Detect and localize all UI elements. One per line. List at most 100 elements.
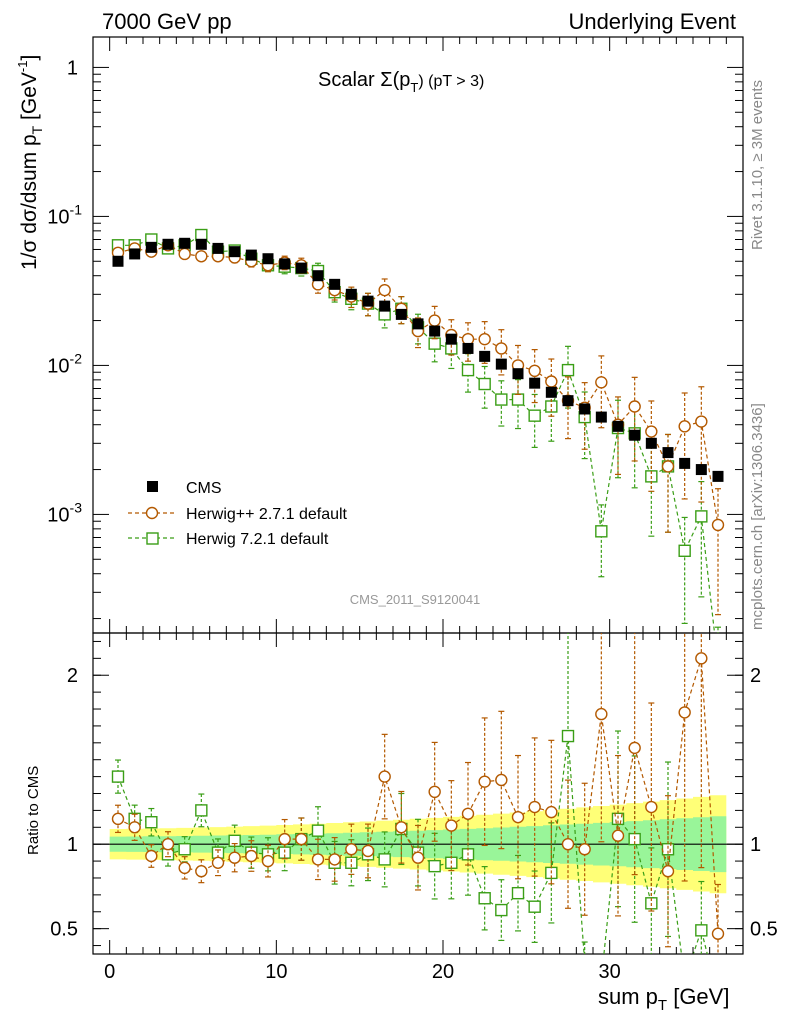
x-tick-label: 20 (432, 961, 454, 983)
herwigpp-ratio-point (261, 854, 275, 868)
herwigpp-ratio-point (711, 927, 725, 940)
herwig7-main-point (561, 363, 575, 377)
cms-main-point (195, 238, 207, 250)
plot-title-tail: ) (pT > 3) (418, 73, 484, 90)
herwigpp-ratio-point (495, 773, 508, 787)
herwig7-main-point (595, 525, 608, 538)
herwig7-ratio-point (528, 900, 541, 913)
axes-layer: 0 10 20 30 1 10-1 10-2 10-3 2 2 1 1 0.5 0.5 (47, 37, 778, 983)
herwig7-ratio-point (311, 824, 325, 837)
cms-main-point (395, 308, 407, 320)
cms-main-point (129, 248, 141, 260)
legend-entry-herwigpp: Herwig++ 2.7.1 default (128, 506, 348, 523)
herwigpp-ratio-point (245, 849, 258, 863)
cms-main-point (579, 403, 591, 415)
herwigpp-ratio-point (378, 770, 391, 783)
herwigpp-ratio-point (361, 844, 375, 858)
herwigpp-main-point (178, 247, 191, 261)
legend: CMS Herwig++ 2.7.1 default Herwig 7.2.1 … (128, 480, 348, 548)
cms-main-point (562, 395, 574, 407)
plot-title-sub: T (410, 80, 418, 95)
cms-main-point (445, 333, 457, 345)
herwigpp-main-point (528, 364, 541, 378)
ratio-tick-label-right: 2 (750, 665, 761, 687)
herwigpp-ratio-point (228, 851, 241, 864)
legend-marker-herwigpp (145, 506, 159, 520)
herwigpp-ratio-point (211, 856, 225, 869)
herwigpp-ratio-point (411, 851, 425, 864)
herwigpp-main-point (545, 375, 558, 388)
herwigpp-ratio-point (478, 775, 491, 788)
herwigpp-main-point (678, 420, 691, 433)
herwig7-main-point (528, 409, 541, 422)
herwigpp-main-point (695, 415, 708, 428)
herwigpp-ratio-point (178, 861, 191, 875)
cms-main-point (329, 278, 341, 290)
herwigpp-ratio-point (395, 821, 408, 834)
herwig7-main-point (495, 393, 508, 406)
cms-main-point (545, 386, 557, 398)
y-main-tick-label: 10-1 (47, 201, 82, 228)
cms-main-point (145, 241, 157, 253)
herwig7-ratio-point (579, 957, 590, 968)
herwigpp-ratio-point (311, 853, 325, 866)
cms-main-point (345, 288, 357, 300)
herwigpp-ratio-point (195, 865, 208, 878)
cms-main-point (312, 270, 324, 282)
ratio-tick-label-right: 1 (750, 834, 761, 856)
herwig7-main-point (678, 544, 691, 557)
cms-main-point (162, 238, 174, 250)
cms-main-point (429, 325, 441, 337)
cms-main-point (529, 377, 541, 389)
cms-main-point (362, 295, 374, 307)
mcplots-label: mcplots.cern.ch [arXiv:1306.3436] (749, 403, 766, 630)
cms-main-point (412, 318, 424, 330)
herwigpp-main-point (595, 376, 608, 389)
analysis-tag: CMS_2011_S9120041 (350, 592, 481, 607)
y-main-axis-label: 1/σ dσ/dsum pT [GeV-1] (15, 55, 45, 270)
herwigpp-main-point (478, 332, 491, 346)
herwigpp-main-point (195, 250, 208, 263)
cms-main-point (595, 411, 607, 423)
cms-main-point (295, 262, 307, 274)
x-axis-label: sum pT [GeV] (598, 984, 729, 1014)
legend-label-herwig7: Herwig 7.2.1 default (186, 531, 329, 548)
plot-title-main: Scalar Σ(p (318, 69, 410, 91)
herwig7-ratio-point (111, 770, 125, 783)
cms-main-point (229, 246, 241, 258)
legend-label-cms: CMS (186, 480, 222, 497)
herwigpp-ratio-point (295, 832, 308, 846)
herwigpp-ratio-point (661, 865, 675, 878)
y-ratio-axis-label: Ratio to CMS (25, 766, 42, 855)
header-left: 7000 GeV pp (102, 9, 232, 34)
legend-label-herwigpp: Herwig++ 2.7.1 default (186, 506, 348, 523)
herwig7-main-point (713, 658, 724, 669)
rivet-label: Rivet 3.1.10, ≥ 3M events (749, 80, 766, 250)
cms-main-point (279, 258, 291, 270)
cms-main-point (679, 457, 691, 469)
herwigpp-ratio-point (528, 800, 541, 814)
herwigpp-ratio-point (645, 800, 658, 814)
herwigpp-ratio-point (428, 785, 441, 799)
legend-marker-cms (147, 481, 158, 492)
herwigpp-main-point (495, 342, 508, 355)
cms-main-point (245, 249, 257, 261)
herwig7-main-point (511, 393, 525, 406)
cms-main-point (479, 350, 491, 362)
herwigpp-ratio-point (695, 652, 708, 665)
herwigpp-main-point (628, 400, 641, 413)
herwig7-ratio-point (195, 804, 208, 817)
y-main-tick-label: 10-3 (47, 499, 82, 526)
herwigpp-main-point (645, 425, 658, 438)
cms-main-point (179, 237, 191, 249)
herwigpp-ratio-point (161, 837, 175, 851)
cms-main-point (112, 255, 124, 267)
herwig7-main-point (695, 510, 708, 523)
herwigpp-ratio-point (445, 819, 458, 832)
cms-main-point (379, 300, 391, 312)
herwigpp-main-point (661, 460, 675, 473)
plot-title: Scalar Σ(pT) (pT > 3) (318, 69, 484, 95)
cms-main-point (212, 242, 224, 254)
cms-main-point (262, 253, 274, 265)
